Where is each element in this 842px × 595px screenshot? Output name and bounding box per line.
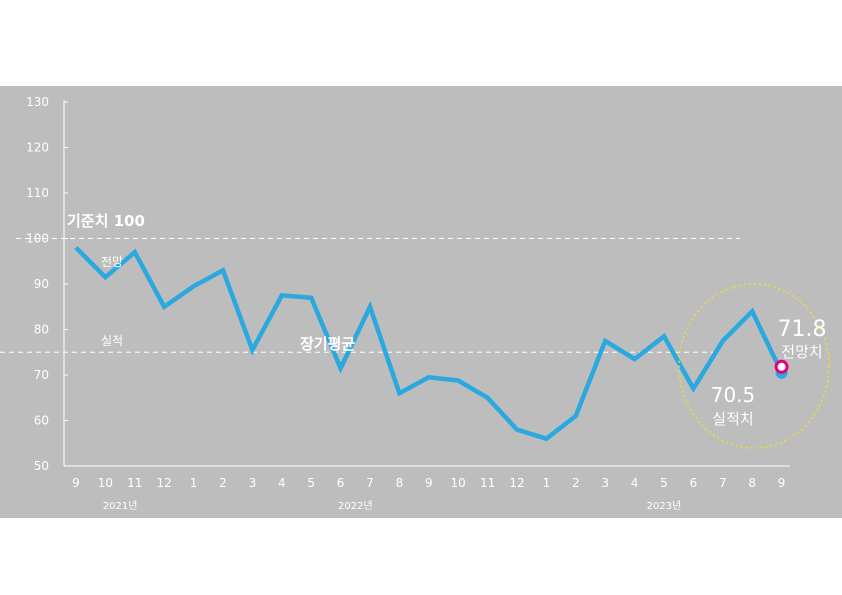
- actual-value-label: 70.5: [711, 383, 756, 407]
- x-tick-label: 10: [451, 476, 466, 490]
- y-tick-label: 90: [34, 277, 49, 291]
- x-tick-label: 3: [249, 476, 257, 490]
- y-tick-label: 130: [26, 95, 49, 109]
- y-tick-label: 60: [34, 414, 49, 428]
- x-tick-label: 9: [425, 476, 433, 490]
- x-tick-label: 4: [631, 476, 639, 490]
- y-tick-label: 70: [34, 368, 49, 382]
- x-tick-label: 9: [72, 476, 80, 490]
- baseline-label: 기준치 100: [67, 212, 145, 230]
- year-label: 2023년: [647, 500, 682, 512]
- reference-lines: [0, 238, 740, 353]
- y-tick-label: 110: [26, 186, 49, 200]
- y-tick-label: 50: [34, 459, 49, 473]
- year-label: 2022년: [338, 500, 373, 512]
- actual-label: 실적치: [712, 410, 753, 428]
- series-layer: [74, 246, 830, 449]
- x-tick-label: 2: [572, 476, 580, 490]
- highlight-ring: [678, 283, 830, 449]
- x-tick-label: 4: [278, 476, 286, 490]
- annotations: 기준치 100 전망 실적 장기평균 70.5 실적치 71.8 전망치: [67, 212, 826, 428]
- x-tick-label: 9: [778, 476, 786, 490]
- x-tick-label: 1: [190, 476, 198, 490]
- long-term-average-label: 장기평균: [300, 335, 355, 353]
- x-tick-label: 11: [480, 476, 495, 490]
- x-tick-label: 3: [601, 476, 609, 490]
- x-tick-label: 7: [366, 476, 374, 490]
- x-tick-label: 7: [719, 476, 727, 490]
- forecast-side-label: 전망: [101, 255, 123, 269]
- x-tick-label: 12: [157, 476, 172, 490]
- year-label: 2021년: [103, 500, 138, 512]
- x-tick-label: 10: [98, 476, 113, 490]
- x-tick-label: 6: [690, 476, 698, 490]
- forecast-value-label: 71.8: [778, 317, 827, 342]
- x-tick-label: 1: [543, 476, 551, 490]
- y-tick-label: 120: [26, 141, 49, 155]
- forecast-point: [774, 359, 789, 374]
- chart-panel: 130 120 110 100 90 80 70 60 50 9 10 11 12 1 2 3 4 5 6 7 8 9 1…: [0, 86, 842, 518]
- x-tick-label: 2: [219, 476, 227, 490]
- x-tick-label: 12: [509, 476, 524, 490]
- forecast-label: 전망치: [781, 343, 822, 361]
- x-tick-label: 6: [337, 476, 345, 490]
- x-tick-label: 5: [307, 476, 315, 490]
- y-tick-label: 80: [34, 323, 49, 337]
- x-tick-label: 11: [127, 476, 142, 490]
- actual-side-label: 실적: [101, 334, 123, 348]
- x-tick-label: 8: [748, 476, 756, 490]
- series-line: [74, 246, 784, 442]
- x-tick-label: 8: [396, 476, 404, 490]
- x-tick-label: 5: [660, 476, 668, 490]
